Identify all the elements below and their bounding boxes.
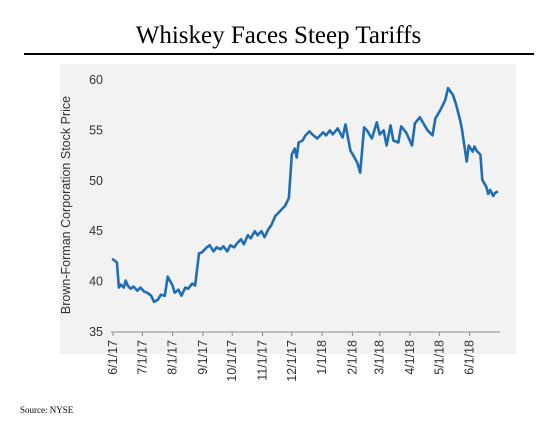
y-tick-label: 50 xyxy=(89,174,103,188)
y-axis: 35 40 45 50 55 60 xyxy=(89,73,103,339)
y-axis-label: Brown-Forman Corporation Stock Price xyxy=(59,96,73,314)
x-tick-label: 2/1/18 xyxy=(345,340,359,375)
x-tick-label: 10/1/17 xyxy=(225,340,239,382)
x-tick-label: 7/1/17 xyxy=(135,340,149,375)
x-tick-label: 9/1/17 xyxy=(196,340,210,375)
x-tick-label: 6/1/18 xyxy=(463,340,477,375)
y-tick-label: 35 xyxy=(89,325,103,339)
x-tick-label: 1/1/18 xyxy=(315,340,329,375)
y-tick-label: 60 xyxy=(89,73,103,87)
y-tick-label: 40 xyxy=(89,275,103,289)
x-tick-label: 8/1/17 xyxy=(166,340,180,375)
x-tick-label: 6/1/17 xyxy=(106,340,120,375)
y-tick-label: 55 xyxy=(89,123,103,137)
x-tick-label: 5/1/18 xyxy=(432,340,446,375)
title-underline xyxy=(24,53,534,55)
x-axis: 6/1/17 7/1/17 8/1/17 9/1/17 10/1/17 11/1/17 12… xyxy=(106,332,477,382)
x-tick-label: 12/1/17 xyxy=(285,340,299,382)
y-tick-label: 45 xyxy=(89,224,103,238)
price-series-line xyxy=(111,86,499,304)
x-tick-label: 11/1/17 xyxy=(255,340,269,381)
plot-area xyxy=(60,64,516,354)
chart-title: Whiskey Faces Steep Tariffs xyxy=(135,22,422,49)
source-note: Source: NYSE xyxy=(20,405,74,415)
x-tick-label: 4/1/18 xyxy=(403,340,417,375)
x-tick-label: 3/1/18 xyxy=(373,340,387,375)
